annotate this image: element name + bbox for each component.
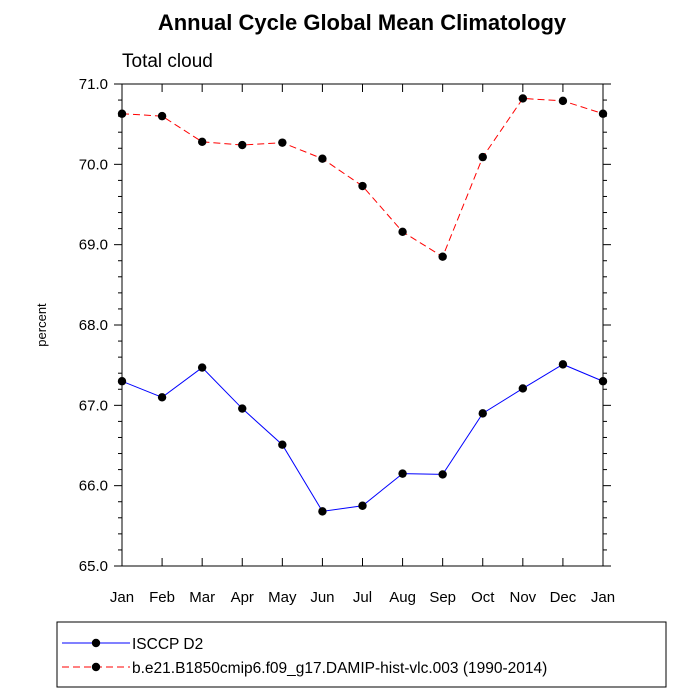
y-tick-label: 69.0 xyxy=(79,237,108,254)
series-line-1 xyxy=(121,363,604,512)
series-2-point xyxy=(518,94,528,103)
y-tick-label: 70.0 xyxy=(79,156,108,173)
series-2-point xyxy=(318,154,327,163)
series-1-point xyxy=(197,363,207,372)
x-tick-label: Nov xyxy=(509,589,536,606)
y-tick-label: 68.0 xyxy=(79,317,108,334)
series-2-point xyxy=(197,137,207,147)
x-tick-label: Aug xyxy=(389,589,416,606)
series-1-point xyxy=(398,469,407,478)
series-2-point xyxy=(278,138,287,147)
series-1-point xyxy=(358,501,367,510)
series-1-point xyxy=(238,404,247,413)
legend-marker-2 xyxy=(91,662,101,672)
y-tick-label: 67.0 xyxy=(79,397,108,414)
y-tick-label: 65.0 xyxy=(79,558,108,575)
series-2-point xyxy=(238,140,247,150)
series-2-point xyxy=(117,109,127,118)
y-tick-label: 66.0 xyxy=(79,478,108,495)
series-2-point xyxy=(358,181,367,191)
y-tick-label: 71.0 xyxy=(79,76,108,93)
chart-subtitle: Total cloud xyxy=(122,51,213,72)
x-tick-label: Jan xyxy=(110,589,134,606)
legend: ISCCP D2 b.e21.B1850cmip6.f09_g17.DAMIP-h… xyxy=(56,621,667,688)
legend-label-2: b.e21.B1850cmip6.f09_g17.DAMIP-hist-vlc.… xyxy=(132,660,547,677)
x-tick-label: Mar xyxy=(189,589,215,606)
x-tick-label: Jun xyxy=(310,589,334,606)
legend-marker-1 xyxy=(91,638,101,648)
series-1-point xyxy=(318,507,327,516)
x-tick-label: May xyxy=(268,589,297,606)
legend-box xyxy=(56,621,667,688)
chart-title: Annual Cycle Global Mean Climatology xyxy=(158,10,567,35)
y-axis-label: percent xyxy=(34,303,49,347)
legend-label-1: ISCCP D2 xyxy=(132,636,203,653)
series-2-point xyxy=(598,109,608,118)
y-tick-labels: 65.0 66.0 67.0 68.0 69.0 70.0 71.0 xyxy=(79,76,108,575)
series-2-point xyxy=(478,152,487,162)
series-1-point xyxy=(117,377,127,386)
series-1-point xyxy=(278,440,287,449)
series-2-point xyxy=(438,252,447,261)
x-tick-labels: Jan Feb Mar Apr May Jun Jul Aug Sep Oct Nov Dec Jan xyxy=(110,589,615,606)
series-1-point xyxy=(558,360,568,369)
x-tick-label: Oct xyxy=(471,589,495,606)
x-tick-label: Sep xyxy=(429,589,456,606)
tick-marks xyxy=(114,83,611,567)
series-1-point xyxy=(478,409,487,418)
series-layer xyxy=(117,94,608,516)
series-1-point xyxy=(598,377,608,386)
series-line-2 xyxy=(121,97,604,258)
plot-area xyxy=(121,83,604,567)
x-tick-label: Apr xyxy=(231,589,254,606)
series-1-point xyxy=(438,470,447,479)
x-tick-label: Jul xyxy=(353,589,372,606)
series-1-point xyxy=(157,393,167,402)
series-2-point xyxy=(558,96,568,106)
x-tick-label: Feb xyxy=(149,589,175,606)
x-tick-label: Dec xyxy=(550,589,577,606)
x-tick-label: Jan xyxy=(591,589,615,606)
series-2-point xyxy=(157,111,167,121)
series-1-point xyxy=(518,384,528,393)
series-2-point xyxy=(398,227,407,237)
plot-frame xyxy=(121,83,604,567)
